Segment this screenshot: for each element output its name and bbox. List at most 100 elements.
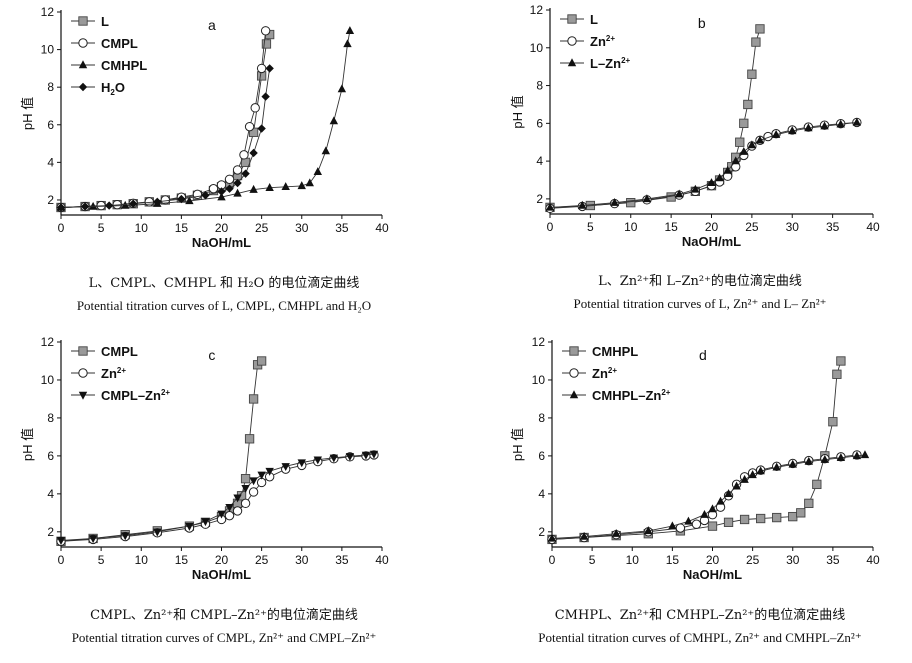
data-point (739, 514, 750, 525)
data-point (217, 187, 226, 196)
data-point (225, 184, 234, 193)
data-point (104, 201, 114, 210)
x-tick-label: 35 (335, 553, 349, 567)
data-point (313, 456, 322, 465)
data-point (748, 470, 757, 479)
y-tick-label: 8 (47, 411, 54, 425)
y-axis-label: pH 值 (510, 428, 525, 461)
caption-en-b: Potential titration curves of L, Zn²⁺ an… (573, 296, 827, 311)
y-tick-label: 2 (538, 525, 545, 539)
legend-marker (78, 346, 88, 356)
data-point (836, 356, 846, 366)
data-point (185, 196, 194, 205)
data-point (747, 140, 757, 149)
data-point (369, 450, 379, 459)
x-tick-label: 10 (626, 553, 640, 567)
data-point (361, 451, 371, 460)
panel-label: a (208, 17, 216, 33)
data-point (249, 477, 258, 486)
panel-label: d (699, 347, 707, 363)
data-point (578, 200, 587, 209)
data-point (80, 202, 90, 211)
x-tick-label: 40 (375, 221, 389, 235)
data-point (177, 194, 186, 204)
y-tick-label: 12 (41, 335, 55, 349)
chart-panel-b: 0 5 10 15 20 25 30 35 40 2 4 6 8 10 12 NaOH/mL pH 值 b L Zn2… (490, 0, 910, 331)
y-tick-label: 8 (47, 80, 54, 94)
data-point (257, 471, 266, 480)
data-point (708, 504, 717, 513)
data-point (249, 184, 258, 193)
x-tick-label: 25 (746, 553, 760, 567)
x-tick-label: 5 (589, 553, 596, 567)
legend-marker (567, 36, 577, 46)
data-point (232, 165, 243, 175)
data-point (716, 496, 725, 505)
panel-label: b (698, 15, 706, 31)
data-point (321, 146, 331, 155)
y-tick-label: 4 (536, 154, 543, 168)
data-point (747, 69, 757, 79)
data-point (612, 529, 621, 537)
data-point (121, 532, 130, 541)
data-point (329, 454, 339, 463)
data-point (771, 129, 781, 138)
y-axis-label: pH 值 (20, 428, 35, 461)
data-point (56, 537, 66, 546)
legend-marker (569, 346, 579, 356)
legend-marker (567, 14, 577, 24)
data-point (241, 169, 250, 178)
data-point (265, 467, 274, 476)
y-tick-label: 6 (536, 116, 543, 130)
legend-label: CMHPL–Zn2+​ (592, 388, 671, 403)
data-point (224, 174, 235, 184)
legend-label: CMPL (101, 36, 138, 51)
data-point (860, 450, 870, 459)
caption-en-a: Potential titration curves of L, CMPL, C… (76, 298, 372, 313)
y-axis-label: pH 值 (20, 97, 35, 130)
chart-c-svg: 0 5 10 15 20 25 30 35 40 2 4 6 8 10 12 NaOH/mL pH 值 c CMPL… (20, 335, 389, 582)
data-point (244, 121, 255, 132)
data-point (812, 479, 822, 490)
data-point (547, 533, 557, 542)
data-point (185, 522, 194, 531)
y-tick-label: 12 (532, 335, 546, 349)
data-point (804, 456, 813, 465)
x-tick-label: 25 (255, 221, 269, 235)
legend-marker (78, 16, 88, 26)
y-tick-label: 12 (530, 3, 544, 17)
y-tick-label: 4 (47, 487, 54, 501)
chart-d-svg: 0 5 10 15 20 25 30 35 40 2 4 6 8 10 12 NaOH/mL pH 值 d CMHP… (510, 335, 880, 582)
data-point (337, 84, 347, 93)
series-line (60, 30, 351, 208)
x-tick-label: 0 (58, 553, 65, 567)
data-point (265, 183, 274, 191)
data-point (739, 146, 748, 155)
data-point (836, 119, 845, 128)
data-point (756, 513, 766, 524)
data-point (256, 356, 267, 366)
legend-marker (78, 391, 88, 400)
legend-label: CMHPL (101, 58, 147, 73)
data-point (796, 508, 806, 518)
y-tick-label: 12 (41, 5, 55, 19)
data-point (828, 417, 838, 427)
data-point (644, 526, 653, 535)
x-tick-label: 20 (215, 221, 229, 235)
caption-cn-a: L、CMPL、CMHPL 和 H₂O 的电位滴定曲线 (88, 276, 360, 291)
y-tick-label: 4 (538, 487, 545, 501)
x-tick-label: 0 (547, 220, 554, 234)
x-tick-label: 25 (745, 220, 759, 234)
data-point (249, 148, 258, 158)
data-point (788, 459, 797, 468)
legend-marker (78, 82, 88, 92)
data-point (260, 26, 271, 36)
x-tick-label: 35 (826, 553, 840, 567)
y-tick-label: 2 (536, 192, 543, 206)
data-point (772, 462, 781, 471)
data-point (772, 512, 782, 523)
data-point (297, 181, 306, 190)
legend-label: Zn2+​ (592, 366, 617, 381)
data-point (244, 434, 255, 444)
series-line (60, 68, 271, 208)
